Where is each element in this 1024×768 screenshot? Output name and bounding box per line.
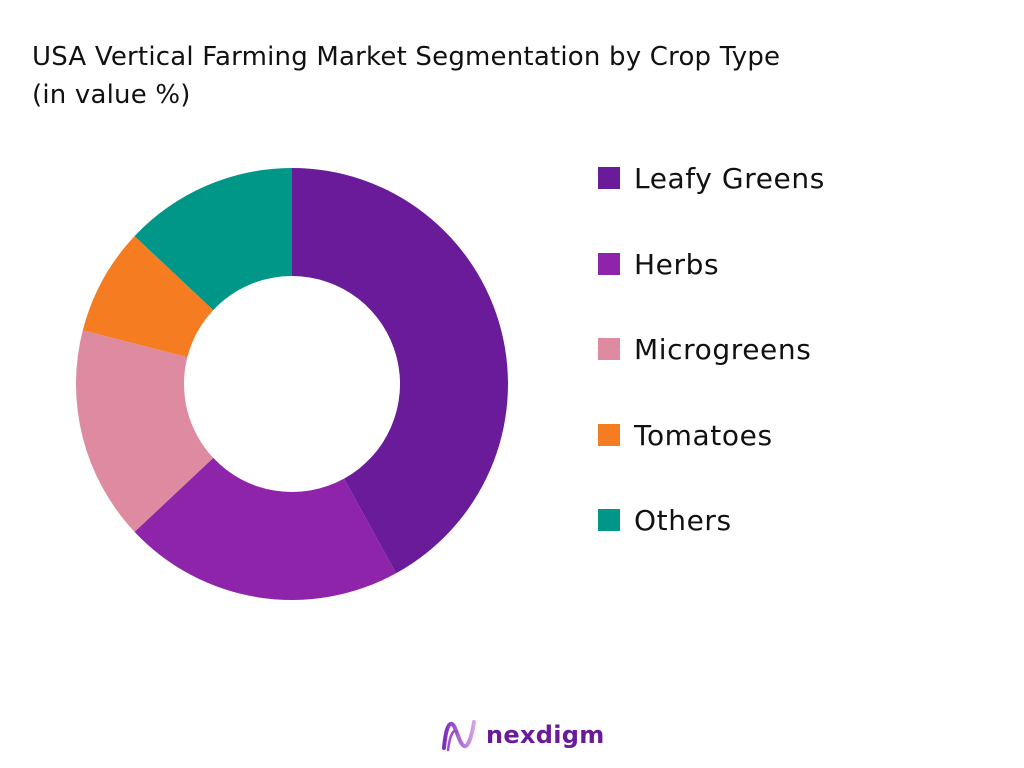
donut-chart — [76, 168, 508, 600]
legend-label: Leafy Greens — [634, 161, 825, 195]
brand-name: nexdigm — [486, 721, 605, 749]
legend-item-herbs: Herbs — [598, 244, 719, 284]
nexdigm-logo-icon — [442, 720, 476, 752]
legend-item-leafy-greens: Leafy Greens — [598, 158, 825, 198]
legend-item-tomatoes: Tomatoes — [598, 415, 773, 455]
chart-subtitle: (in value %) — [32, 80, 191, 110]
legend-swatch — [598, 424, 620, 446]
chart-title-line: USA Vertical Farming Market Segmentation… — [32, 42, 781, 72]
brand-footer: nexdigm — [440, 712, 605, 758]
donut-slice-tomatoes — [82, 236, 214, 358]
legend-label: Microgreens — [634, 332, 812, 366]
legend-label: Tomatoes — [634, 418, 773, 452]
donut-slice-herbs — [134, 457, 397, 600]
legend-swatch — [598, 167, 620, 189]
chart-title: USA Vertical Farming Market Segmentation… — [32, 38, 780, 114]
legend-item-others: Others — [598, 500, 732, 540]
legend-swatch — [598, 253, 620, 275]
donut-slice-microgreens — [76, 330, 214, 532]
legend-item-microgreens: Microgreens — [598, 329, 811, 369]
legend-swatch — [598, 338, 620, 360]
legend-swatch — [598, 509, 620, 531]
legend-label: Herbs — [634, 247, 720, 281]
donut-slice-others — [134, 168, 292, 311]
legend-label: Others — [634, 503, 732, 537]
donut-slice-leafy-greens — [292, 168, 508, 574]
